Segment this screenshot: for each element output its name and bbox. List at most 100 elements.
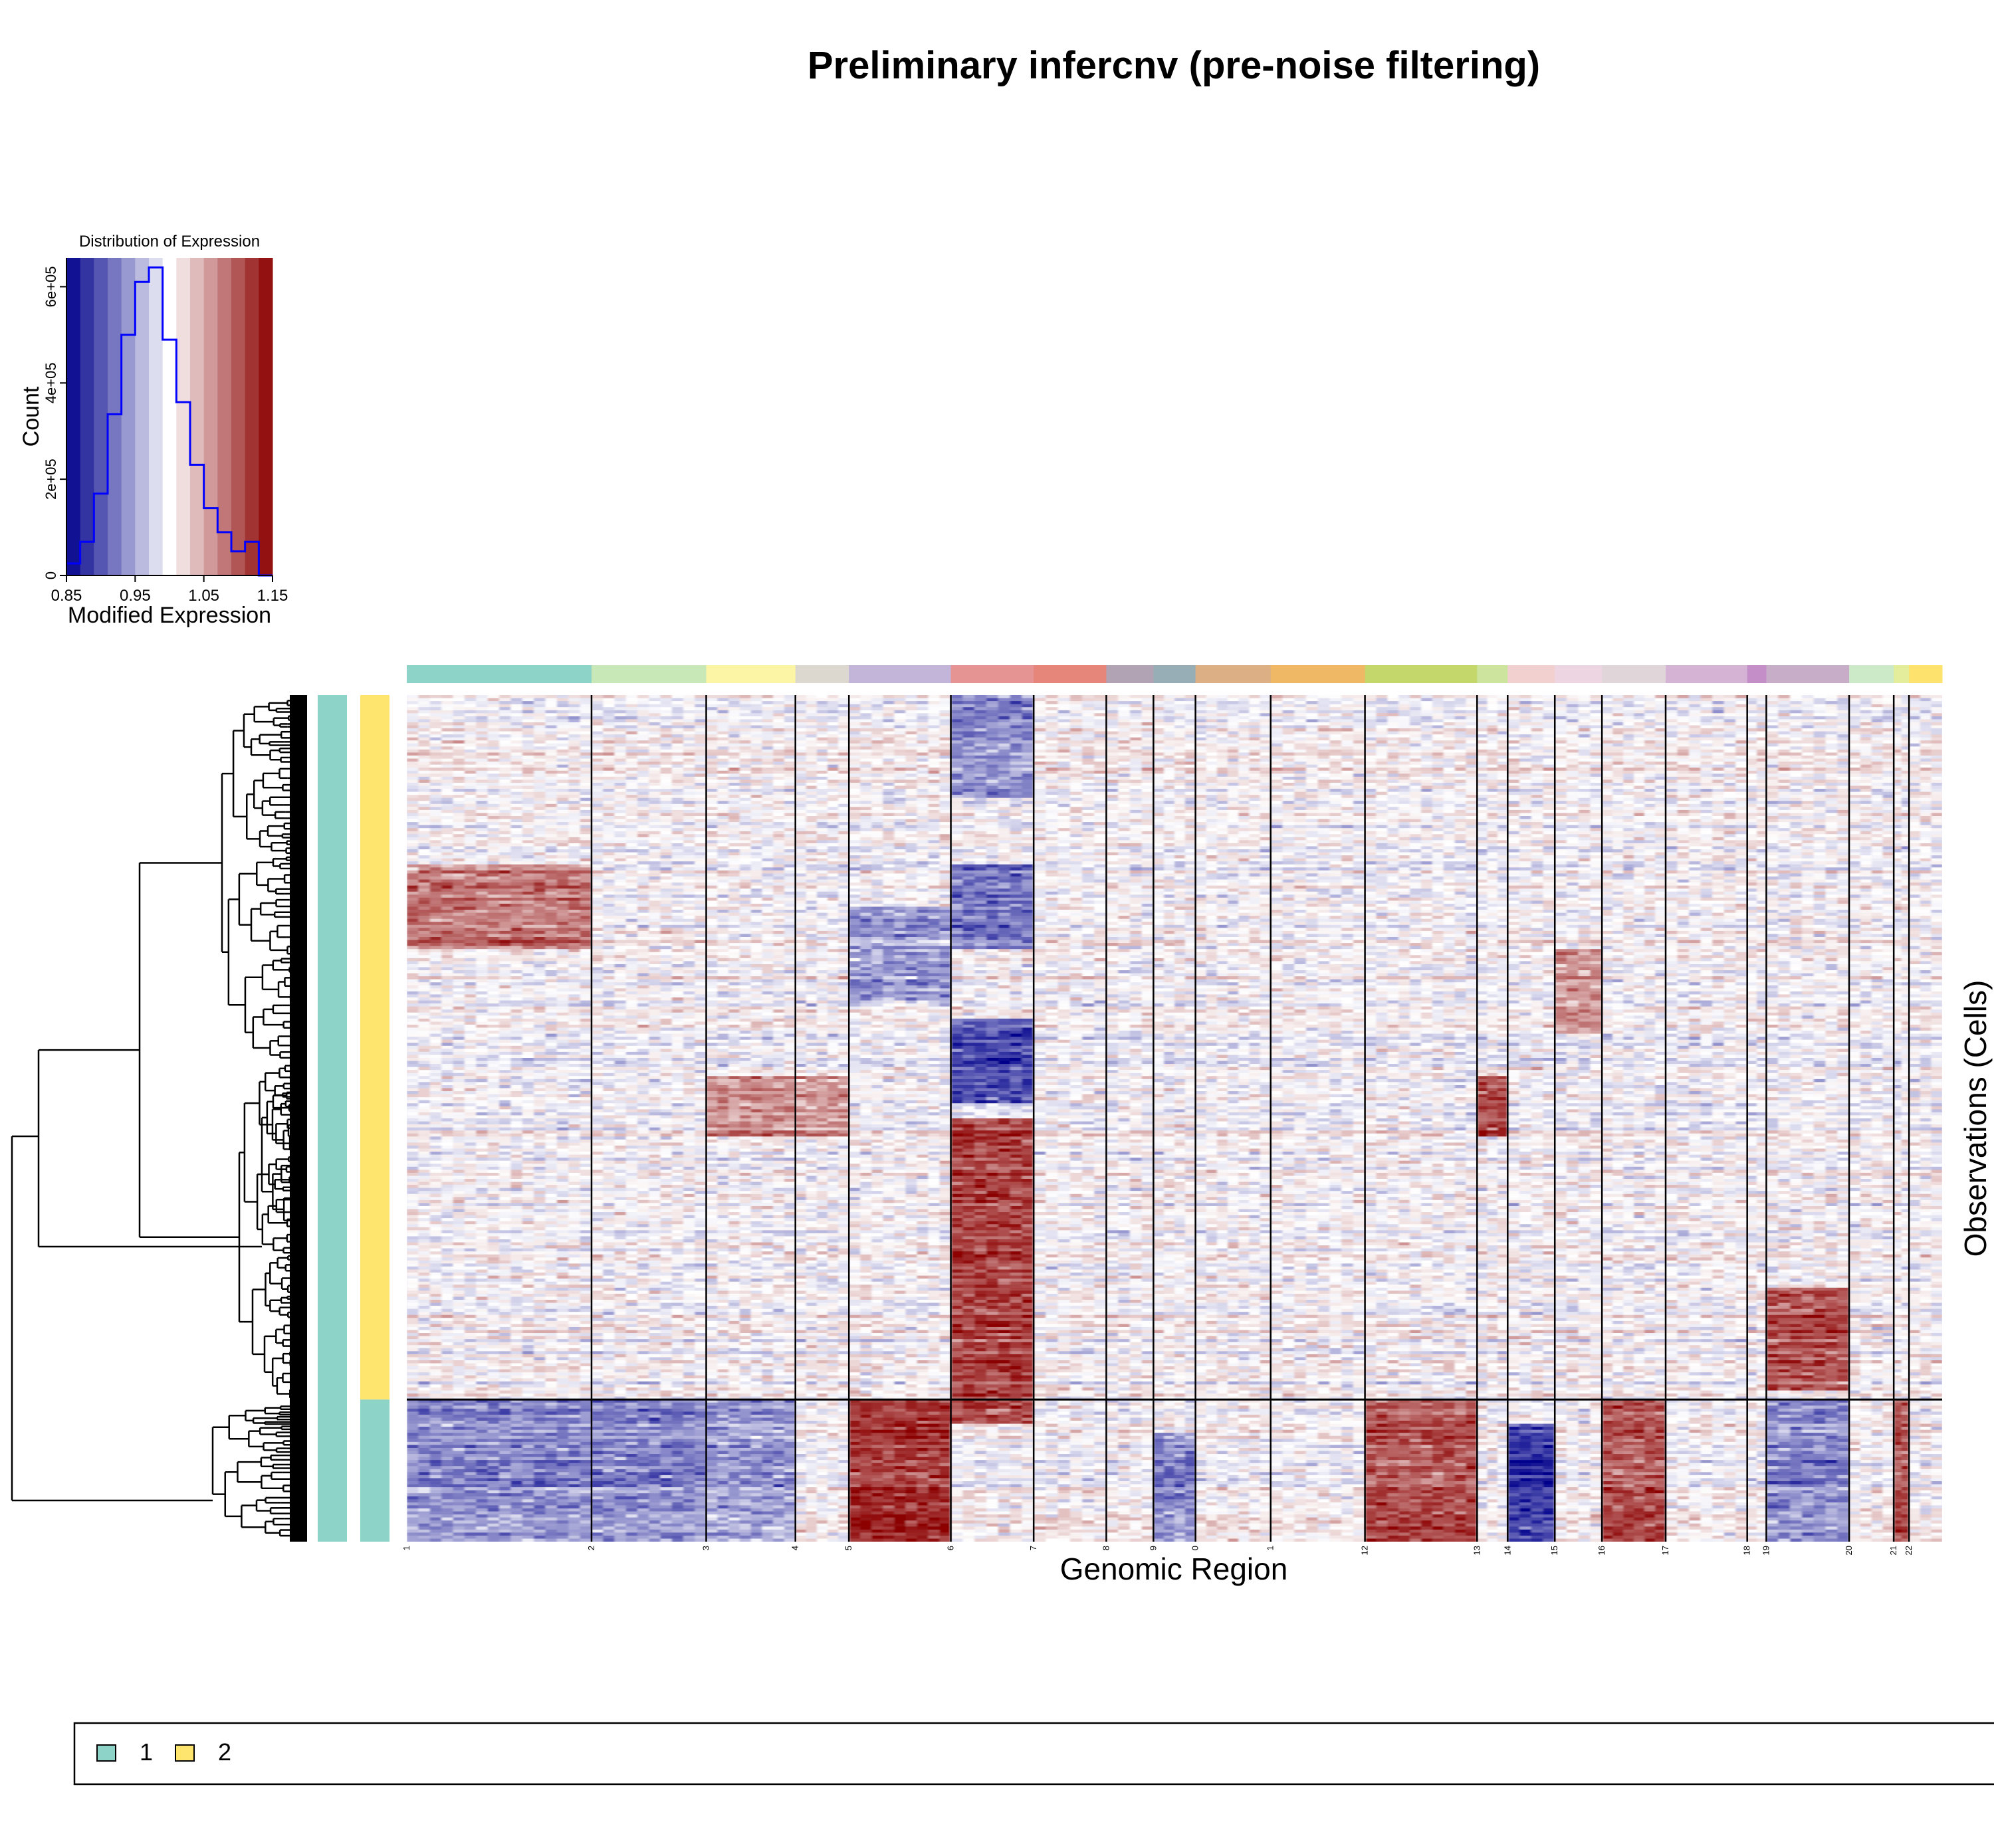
heatmap-cell (1305, 743, 1319, 747)
heatmap-cell (860, 734, 872, 738)
heatmap-cell (939, 707, 952, 711)
heatmap-cell (1590, 764, 1603, 768)
heatmap-cell (1118, 773, 1131, 777)
heatmap-cell (773, 707, 785, 711)
heatmap-cell (1376, 728, 1388, 732)
heatmap-cell (625, 704, 638, 708)
heatmap-cell (1901, 701, 1910, 705)
heatmap-cell (1555, 773, 1567, 777)
heatmap-cell (717, 728, 729, 732)
heatmap-cell (1329, 731, 1342, 735)
heatmap-cell (649, 728, 661, 732)
heatmap-cell (986, 719, 999, 723)
heatmap-cell (476, 743, 489, 747)
heatmap-cell (1712, 764, 1725, 768)
heatmap-cell (1644, 756, 1656, 760)
heatmap-cell (1164, 734, 1175, 738)
heatmap-cell (1531, 770, 1544, 774)
heatmap-cell (1666, 716, 1678, 720)
heatmap-cell (1602, 728, 1613, 732)
heatmap-cell (1410, 728, 1422, 732)
heatmap-cell (1282, 701, 1295, 705)
heatmap-cell (1206, 746, 1218, 750)
heatmap-cell (1270, 758, 1283, 762)
heatmap-cell (1790, 752, 1803, 756)
heatmap-cell (1410, 734, 1422, 738)
heatmap-cell (1057, 756, 1071, 760)
heatmap-cell (441, 707, 454, 711)
heatmap-cell (986, 749, 999, 754)
heatmap-cell (1420, 734, 1433, 738)
heatmap-cell (1010, 737, 1022, 741)
heatmap-cell (717, 734, 729, 738)
heatmap-cell (1069, 764, 1083, 768)
heatmap-cell (1825, 707, 1838, 711)
heatmap-cell (1757, 725, 1767, 729)
heatmap-cell (950, 704, 963, 708)
heatmap-cell (1666, 782, 1678, 787)
heatmap-cell (1022, 728, 1034, 732)
heatmap-cell (1747, 698, 1757, 702)
heatmap-cell (1082, 776, 1095, 780)
heatmap-cell (1578, 740, 1591, 744)
heatmap-cell (556, 707, 569, 711)
heatmap-cell (1249, 713, 1261, 717)
heatmap-cell (510, 743, 523, 747)
heatmap-cell (883, 773, 895, 777)
heatmap-cell (1454, 743, 1467, 747)
heatmap-cell (464, 695, 477, 699)
heatmap-cell (998, 749, 1011, 754)
heatmap-cell (1228, 743, 1239, 747)
heatmap-cell (476, 749, 489, 754)
heatmap-cell (464, 719, 477, 723)
heatmap-cell (1341, 719, 1354, 723)
heatmap-cell (545, 776, 558, 780)
histogram-x-tick-label: 1.05 (188, 587, 219, 605)
heatmap-cell (591, 764, 604, 768)
heatmap-cell (728, 701, 740, 705)
heatmap-cell (1894, 782, 1902, 787)
heatmap-cell (750, 746, 762, 750)
heatmap-cell (717, 746, 729, 750)
heatmap-cell (1566, 731, 1579, 735)
heatmap-cell (1487, 716, 1498, 720)
heatmap-cell (1184, 701, 1196, 705)
heatmap-cell (1270, 695, 1283, 699)
heatmap-cell (1294, 776, 1307, 780)
heatmap-cell (1602, 740, 1613, 744)
heatmap-cell (1487, 740, 1498, 744)
heatmap-cell (1849, 782, 1861, 787)
heatmap-cell (795, 782, 807, 787)
heatmap-cell (1860, 782, 1872, 787)
heatmap-cell (838, 737, 849, 741)
heatmap-cell (795, 764, 807, 768)
heatmap-cell (974, 756, 987, 760)
heatmap-cell (1477, 740, 1488, 744)
heatmap-cell (1106, 782, 1119, 787)
heatmap-cell (441, 710, 454, 714)
heatmap-cell (1531, 773, 1544, 777)
heatmap-cell (1141, 698, 1154, 702)
heatmap-cell (1882, 704, 1894, 708)
heatmap-cell (498, 707, 511, 711)
heatmap-cell (1010, 756, 1022, 760)
heatmap-cell (827, 737, 839, 741)
heatmap-cell (1282, 768, 1295, 771)
heatmap-cell (1882, 756, 1894, 760)
heatmap-cell (1920, 695, 1932, 699)
heatmap-cell (1387, 782, 1399, 787)
heatmap-cell (795, 710, 807, 714)
heatmap-cell (1909, 734, 1921, 738)
heatmap-cell (671, 785, 684, 789)
heatmap-cell (487, 731, 500, 735)
heatmap-cell (1813, 722, 1827, 726)
heatmap-cell (1801, 695, 1815, 699)
heatmap-cell (1082, 768, 1095, 771)
heatmap-cell (962, 762, 975, 766)
heatmap-cell (1723, 722, 1736, 726)
heatmap-cell (871, 764, 883, 768)
heatmap-cell (905, 728, 918, 732)
heatmap-cell (1398, 719, 1410, 723)
heatmap-cell (827, 746, 839, 750)
heatmap-cell (603, 746, 615, 750)
